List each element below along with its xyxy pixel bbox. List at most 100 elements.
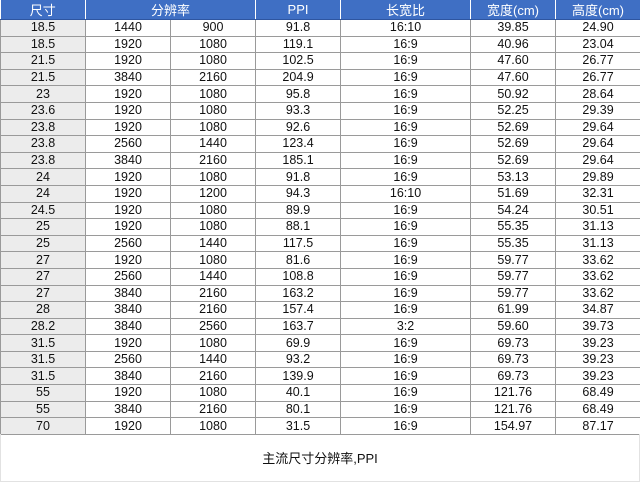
cell-res-h: 1080 xyxy=(169,218,257,236)
cell-res-w: 2560 xyxy=(85,267,171,286)
cell-width: 69.73 xyxy=(470,350,557,369)
table-row: 21.5 3840 2160 204.9 16:9 47.60 26.77 xyxy=(0,68,640,87)
table-row: 27 1920 1080 81.6 16:9 59.77 33.62 xyxy=(0,251,640,269)
cell-size: 55 xyxy=(0,384,86,402)
cell-ppi: 185.1 xyxy=(255,151,342,170)
cell-aspect: 16:9 xyxy=(340,251,472,269)
cell-res-w: 1920 xyxy=(85,35,171,54)
cell-height: 39.23 xyxy=(555,350,640,369)
cell-aspect: 16:9 xyxy=(340,400,472,419)
cell-res-h: 2160 xyxy=(169,151,257,170)
table-row: 31.5 2560 1440 93.2 16:9 69.73 39.23 xyxy=(0,350,640,369)
cell-aspect: 16:9 xyxy=(340,168,472,186)
cell-height: 23.04 xyxy=(555,35,640,54)
cell-ppi: 117.5 xyxy=(255,234,342,253)
table-row: 55 3840 2160 80.1 16:9 121.76 68.49 xyxy=(0,400,640,419)
cell-res-h: 1080 xyxy=(169,101,257,120)
cell-res-h: 2160 xyxy=(169,68,257,87)
cell-height: 30.51 xyxy=(555,201,640,220)
cell-res-h: 1080 xyxy=(169,85,257,103)
cell-aspect: 16:9 xyxy=(340,218,472,236)
cell-res-h: 2160 xyxy=(169,400,257,419)
cell-ppi: 157.4 xyxy=(255,301,342,319)
cell-ppi: 40.1 xyxy=(255,384,342,402)
cell-size: 31.5 xyxy=(0,350,86,369)
table-row: 55 1920 1080 40.1 16:9 121.76 68.49 xyxy=(0,384,640,402)
cell-aspect: 16:9 xyxy=(340,284,472,303)
cell-height: 68.49 xyxy=(555,384,640,402)
table-row: 24 1920 1200 94.3 16:10 51.69 32.31 xyxy=(0,184,640,203)
cell-res-h: 2560 xyxy=(169,317,257,336)
table-row: 28.2 3840 2560 163.7 3:2 59.60 39.73 xyxy=(0,317,640,336)
cell-size: 23 xyxy=(0,85,86,103)
cell-height: 26.77 xyxy=(555,52,640,70)
header-height: 高度(cm) xyxy=(555,0,640,20)
cell-res-h: 1080 xyxy=(169,52,257,70)
header-row: 尺寸 分辨率 PPI 长宽比 宽度(cm) 高度(cm) xyxy=(0,0,640,20)
cell-height: 39.23 xyxy=(555,334,640,352)
table-row: 27 3840 2160 163.2 16:9 59.77 33.62 xyxy=(0,284,640,303)
cell-size: 23.8 xyxy=(0,135,86,153)
cell-res-w: 3840 xyxy=(85,301,171,319)
cell-width: 50.92 xyxy=(470,85,557,103)
table-row: 28 3840 2160 157.4 16:9 61.99 34.87 xyxy=(0,301,640,319)
cell-width: 52.25 xyxy=(470,101,557,120)
header-width: 宽度(cm) xyxy=(470,0,557,20)
cell-size: 24 xyxy=(0,168,86,186)
cell-height: 39.23 xyxy=(555,367,640,386)
cell-res-h: 1080 xyxy=(169,334,257,352)
cell-ppi: 69.9 xyxy=(255,334,342,352)
cell-aspect: 16:9 xyxy=(340,234,472,253)
cell-width: 59.77 xyxy=(470,267,557,286)
table-caption: 主流尺寸分辨率,PPI xyxy=(0,434,640,482)
cell-ppi: 81.6 xyxy=(255,251,342,269)
cell-res-h: 2160 xyxy=(169,367,257,386)
cell-ppi: 95.8 xyxy=(255,85,342,103)
cell-size: 23.6 xyxy=(0,101,86,120)
cell-aspect: 16:9 xyxy=(340,417,472,435)
cell-width: 54.24 xyxy=(470,201,557,220)
cell-height: 33.62 xyxy=(555,284,640,303)
cell-res-w: 3840 xyxy=(85,400,171,419)
cell-ppi: 94.3 xyxy=(255,184,342,203)
cell-width: 69.73 xyxy=(470,334,557,352)
table-row: 24.5 1920 1080 89.9 16:9 54.24 30.51 xyxy=(0,201,640,220)
cell-height: 33.62 xyxy=(555,251,640,269)
cell-res-w: 1920 xyxy=(85,218,171,236)
cell-size: 23.8 xyxy=(0,151,86,170)
header-size: 尺寸 xyxy=(0,0,86,20)
cell-res-h: 1080 xyxy=(169,168,257,186)
cell-width: 59.77 xyxy=(470,251,557,269)
cell-height: 29.39 xyxy=(555,101,640,120)
cell-res-h: 1080 xyxy=(169,417,257,435)
cell-size: 70 xyxy=(0,417,86,435)
table-row: 23 1920 1080 95.8 16:9 50.92 28.64 xyxy=(0,85,640,103)
cell-aspect: 16:9 xyxy=(340,350,472,369)
cell-res-h: 1440 xyxy=(169,267,257,286)
cell-aspect: 16:10 xyxy=(340,184,472,203)
cell-ppi: 93.3 xyxy=(255,101,342,120)
cell-aspect: 16:9 xyxy=(340,68,472,87)
table-row: 18.5 1440 900 91.8 16:10 39.85 24.90 xyxy=(0,19,640,37)
cell-height: 29.64 xyxy=(555,135,640,153)
cell-ppi: 102.5 xyxy=(255,52,342,70)
cell-height: 34.87 xyxy=(555,301,640,319)
cell-res-w: 3840 xyxy=(85,317,171,336)
cell-width: 47.60 xyxy=(470,68,557,87)
table-row: 24 1920 1080 91.8 16:9 53.13 29.89 xyxy=(0,168,640,186)
cell-size: 21.5 xyxy=(0,68,86,87)
table-row: 23.8 3840 2160 185.1 16:9 52.69 29.64 xyxy=(0,151,640,170)
cell-res-h: 2160 xyxy=(169,301,257,319)
cell-height: 33.62 xyxy=(555,267,640,286)
cell-ppi: 139.9 xyxy=(255,367,342,386)
cell-res-w: 1920 xyxy=(85,85,171,103)
cell-ppi: 91.8 xyxy=(255,168,342,186)
cell-width: 59.77 xyxy=(470,284,557,303)
table-row: 23.8 1920 1080 92.6 16:9 52.69 29.64 xyxy=(0,118,640,137)
cell-aspect: 16:9 xyxy=(340,151,472,170)
cell-res-h: 1080 xyxy=(169,251,257,269)
table-row: 25 1920 1080 88.1 16:9 55.35 31.13 xyxy=(0,218,640,236)
cell-res-h: 1440 xyxy=(169,135,257,153)
table-row: 23.6 1920 1080 93.3 16:9 52.25 29.39 xyxy=(0,101,640,120)
cell-width: 53.13 xyxy=(470,168,557,186)
